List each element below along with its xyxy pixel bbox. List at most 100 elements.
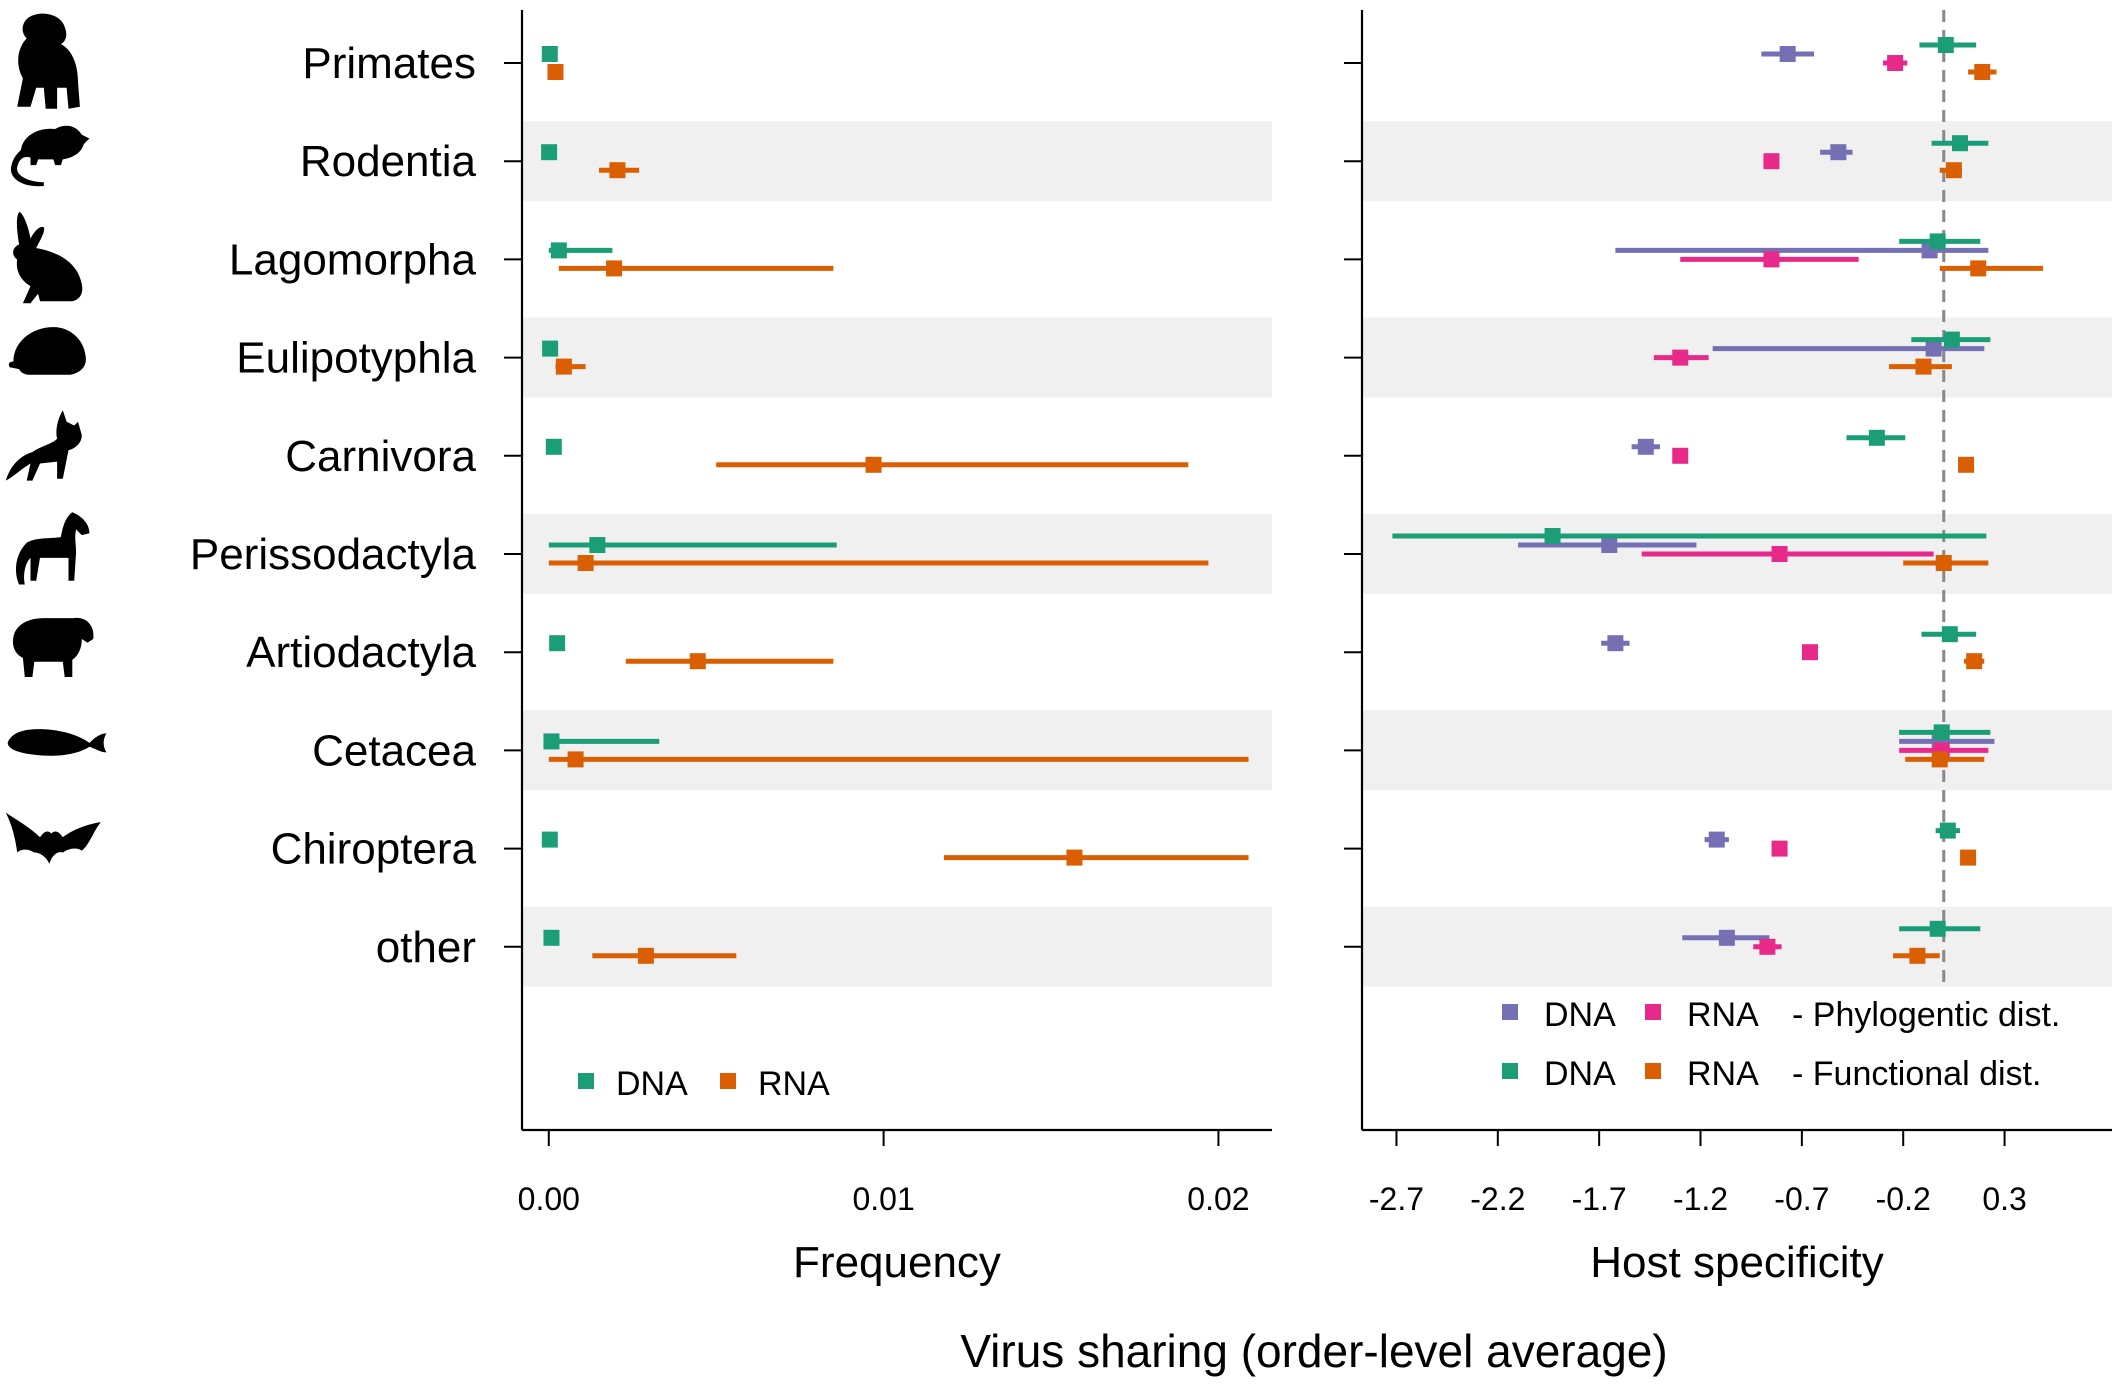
gorilla-icon-shape	[17, 13, 80, 109]
category-label-eulipotyphla: Eulipotyphla	[236, 334, 476, 383]
point-dna-phylogenetic	[1601, 537, 1618, 553]
point-rna	[865, 456, 882, 473]
legend-key	[1645, 1063, 1661, 1079]
point-rna-phylogenetic	[1672, 447, 1689, 464]
horse-icon	[15, 512, 90, 585]
point-rna-functional	[1966, 653, 1983, 670]
point-rna-functional	[1945, 162, 1962, 179]
yak-icon-shape	[12, 617, 94, 677]
legend-label-rna: RNA	[758, 1065, 830, 1103]
point-rna-phylogenetic	[1672, 349, 1689, 366]
x-tick-label: -1.7	[1572, 1181, 1627, 1217]
point-dna-functional	[1951, 135, 1968, 152]
point-dna-phylogenetic	[1779, 46, 1796, 62]
point-dna-functional	[1941, 626, 1958, 643]
point-dna-phylogenetic	[1718, 929, 1735, 946]
point-dna-functional	[1943, 331, 1960, 348]
x-tick-label: -2.7	[1369, 1181, 1424, 1217]
point-dna-phylogenetic	[1708, 831, 1725, 848]
rat-icon	[10, 125, 90, 187]
point-rna-functional	[1931, 751, 1948, 768]
point-dna	[541, 831, 558, 848]
x-tick-label: 0.3	[1982, 1181, 2026, 1217]
point-dna	[549, 635, 566, 652]
frequency-panel: Primates Rodentia Lagomorpha Eulipotyphla Ca…	[190, 10, 1272, 1287]
fox-icon	[5, 410, 82, 481]
hare-icon-shape	[13, 212, 83, 304]
horse-icon-shape	[15, 512, 90, 585]
legend-label: RNA	[1687, 996, 1759, 1034]
x-axis-title: Host specificity	[1590, 1238, 1883, 1287]
legend-label-distance: - Functional dist.	[1792, 1055, 2041, 1093]
legend-label: RNA	[1687, 1055, 1759, 1093]
category-label-cetacea: Cetacea	[312, 726, 476, 775]
point-rna	[689, 653, 706, 670]
category-label-artiodactyla: Artiodactyla	[246, 628, 476, 677]
yak-icon	[12, 617, 94, 677]
point-dna-functional	[1929, 233, 1946, 250]
legend-label-distance: - Phylogentic dist.	[1792, 996, 2060, 1034]
point-dna	[542, 340, 559, 357]
gorilla-icon	[17, 13, 80, 109]
x-tick-label: 0.01	[852, 1181, 914, 1217]
point-dna	[545, 438, 562, 455]
x-axis-title: Frequency	[793, 1238, 1001, 1287]
row-band-eulipotyphla	[522, 317, 1272, 398]
figure-x-axis-title: Virus sharing (order-level average)	[960, 1325, 1667, 1377]
legend-label: DNA	[1544, 1055, 1616, 1093]
x-tick-label: -0.2	[1876, 1181, 1931, 1217]
row-band-rodentia	[1362, 121, 2112, 202]
row-band-eulipotyphla	[1362, 317, 2112, 398]
point-rna-phylogenetic	[1771, 840, 1788, 857]
legend-key	[1502, 1004, 1518, 1020]
point-rna-phylogenetic	[1759, 938, 1776, 955]
point-dna	[589, 537, 606, 553]
fox-icon-shape	[5, 410, 82, 481]
point-dna-phylogenetic	[1925, 340, 1942, 357]
bat-icon-shape	[5, 812, 101, 864]
point-rna	[577, 555, 594, 571]
point-dna	[541, 144, 558, 161]
point-rna	[606, 260, 623, 277]
category-label-perissodactyla: Perissodactyla	[190, 530, 477, 579]
point-rna-functional	[1960, 849, 1977, 866]
point-dna-phylogenetic	[1637, 438, 1654, 455]
bat-icon	[5, 812, 101, 864]
category-label-lagomorpha: Lagomorpha	[229, 235, 477, 284]
category-label-primates: Primates	[302, 39, 476, 88]
point-rna-phylogenetic	[1763, 251, 1780, 268]
whale-icon	[7, 729, 107, 756]
point-dna	[550, 242, 567, 259]
point-dna-functional	[1937, 37, 1954, 53]
x-tick-label: -1.2	[1673, 1181, 1728, 1217]
legend-label: DNA	[1544, 996, 1616, 1034]
point-rna-phylogenetic	[1763, 153, 1780, 170]
point-dna	[541, 46, 558, 62]
whale-icon-shape	[7, 729, 107, 756]
hedgehog-icon-shape	[8, 327, 86, 375]
point-dna-functional	[1868, 429, 1885, 446]
category-label-other: other	[376, 923, 476, 972]
legend-key	[1502, 1063, 1518, 1079]
host-specificity-panel: -2.7 -2.2 -1.7 -1.2 -0.7 -0.2 0.3 Host specific…	[1344, 10, 2112, 1287]
point-rna	[555, 358, 572, 375]
legend-key-rna	[720, 1073, 736, 1089]
point-rna	[547, 64, 564, 80]
x-tick-label: -0.7	[1774, 1181, 1829, 1217]
row-band-other	[1362, 906, 2112, 987]
point-dna-phylogenetic	[1830, 144, 1847, 161]
point-dna	[543, 733, 560, 750]
point-rna-phylogenetic	[1771, 546, 1788, 562]
row-band-cetacea	[522, 710, 1272, 791]
point-dna-functional	[1939, 822, 1956, 839]
rat-icon-shape	[10, 125, 90, 187]
x-tick-label: -2.2	[1470, 1181, 1525, 1217]
legend-key	[1645, 1004, 1661, 1020]
point-dna-functional	[1933, 724, 1950, 741]
point-rna-functional	[1909, 947, 1926, 964]
point-rna	[567, 751, 584, 768]
row-band-cetacea	[1362, 710, 2112, 791]
point-rna	[609, 162, 626, 179]
point-rna-phylogenetic	[1801, 644, 1818, 661]
